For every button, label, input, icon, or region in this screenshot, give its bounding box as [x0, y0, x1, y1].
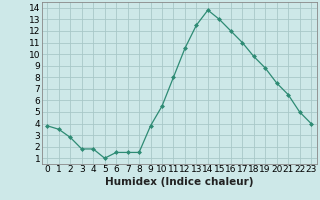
X-axis label: Humidex (Indice chaleur): Humidex (Indice chaleur) — [105, 177, 253, 187]
